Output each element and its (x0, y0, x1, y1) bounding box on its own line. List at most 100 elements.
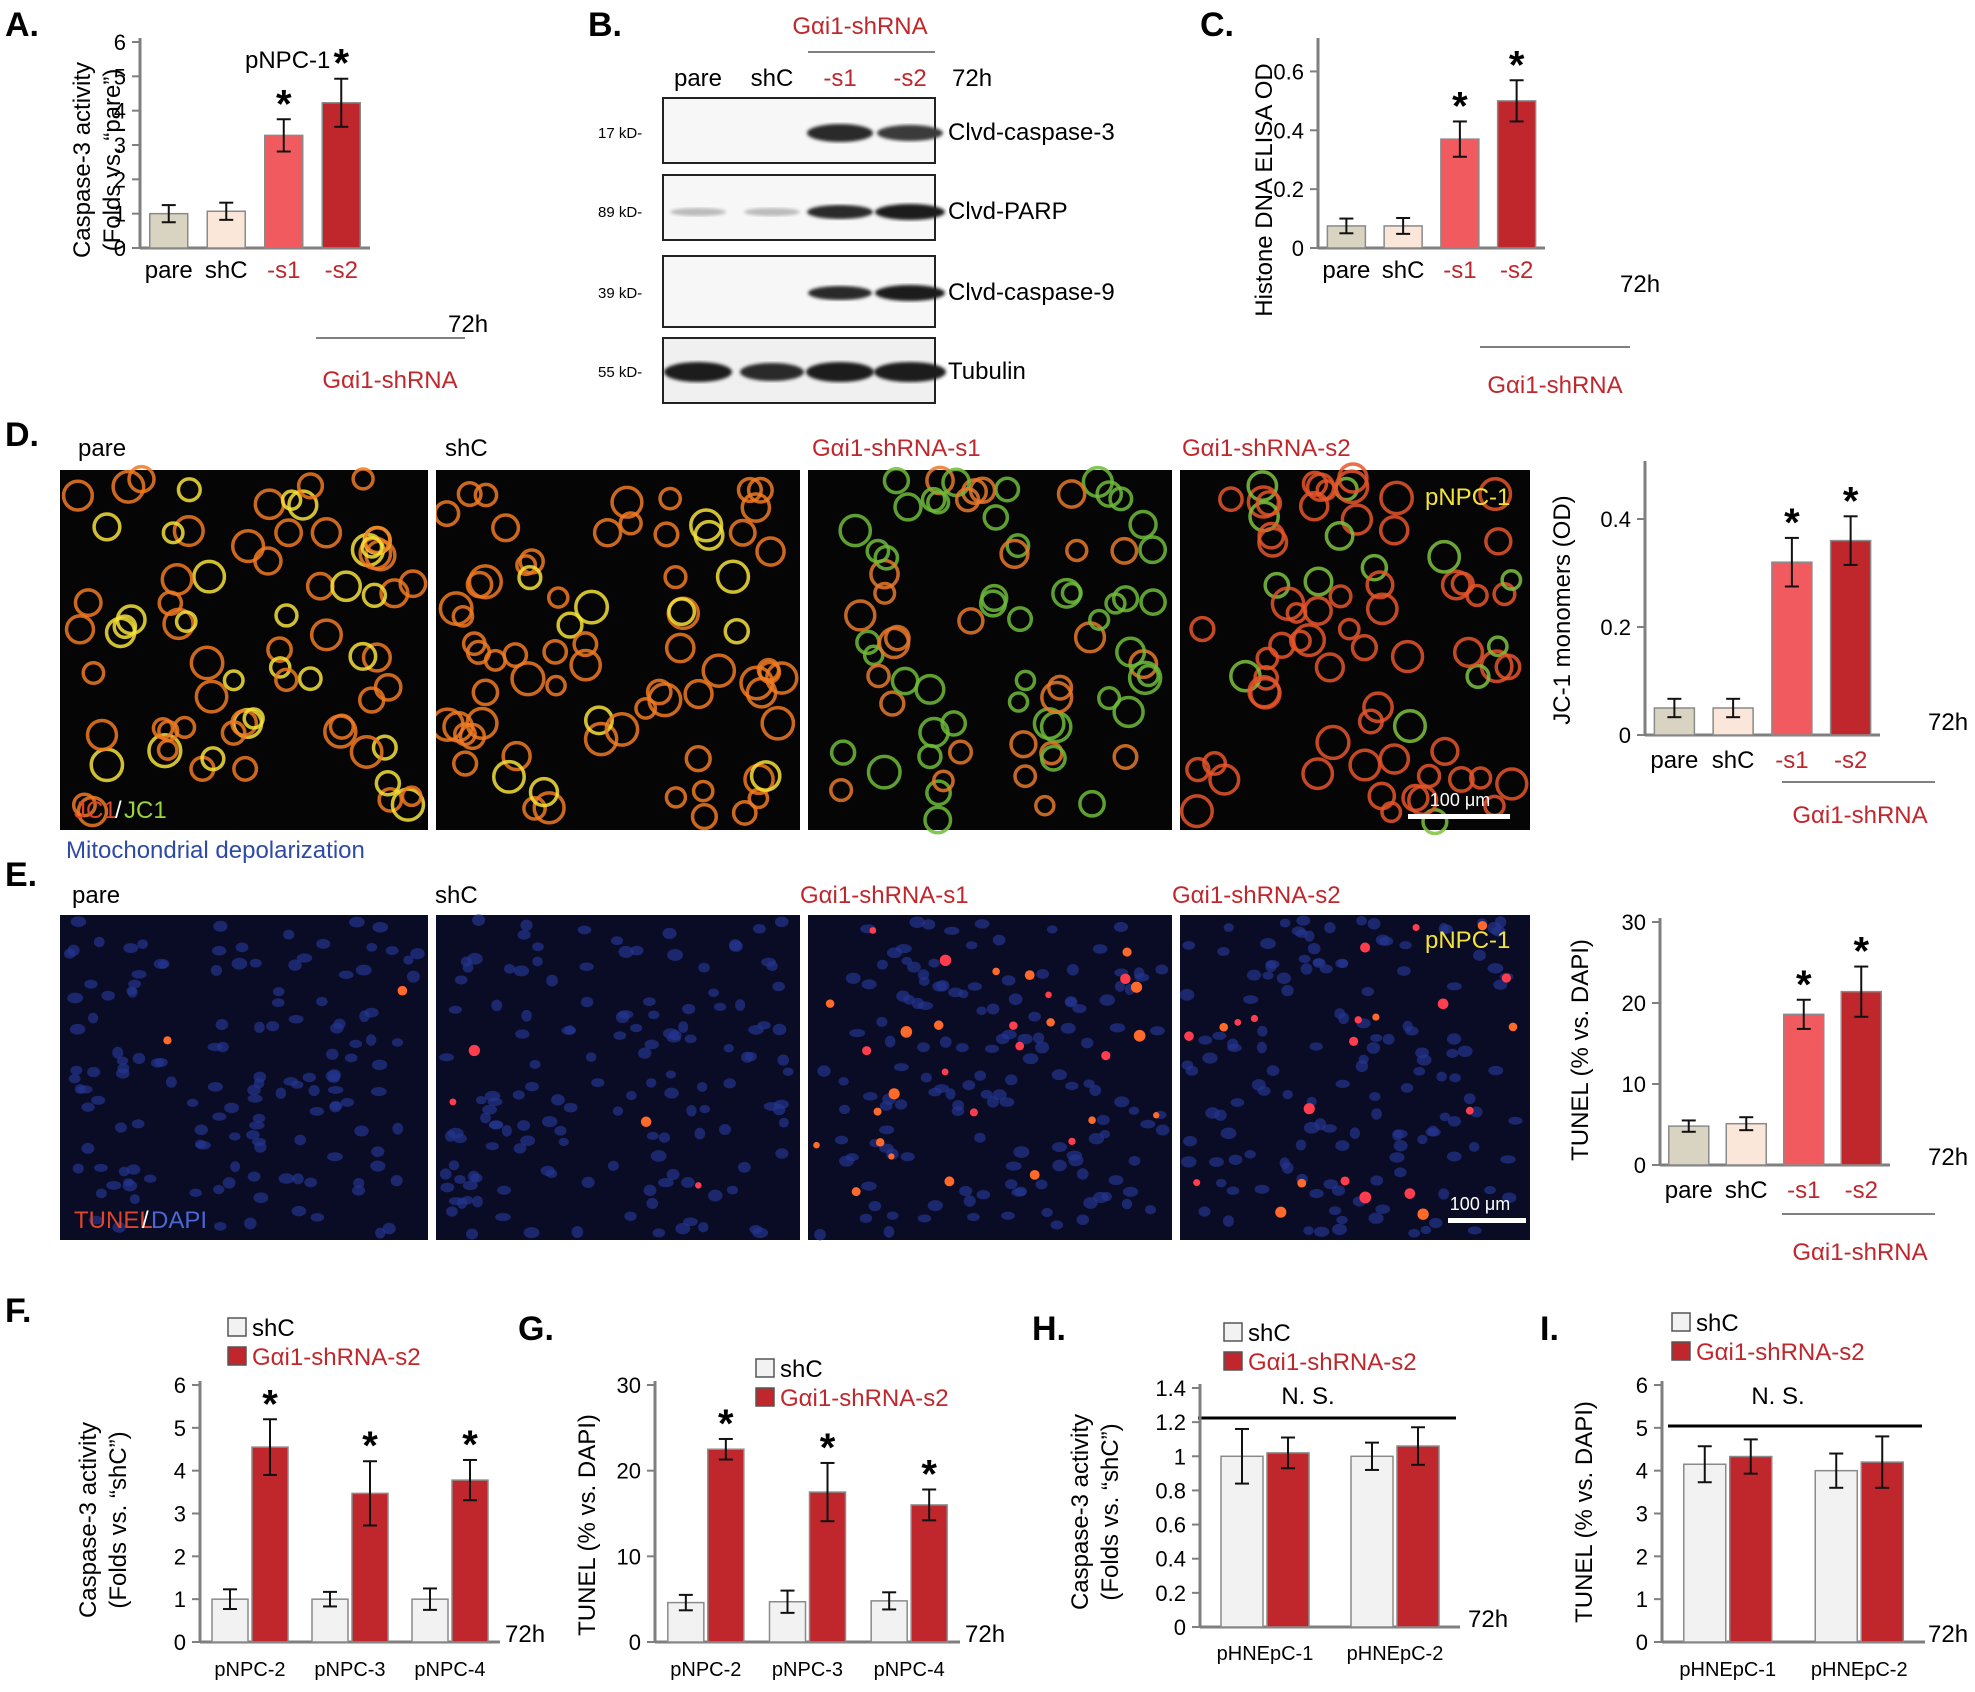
nucleus-dapi (253, 1071, 267, 1083)
nucleus-dapi (1468, 1142, 1480, 1152)
cell-ring (465, 706, 499, 740)
y-tick-label-h: 1.4 (1155, 1376, 1186, 1401)
cell-ring (1088, 608, 1111, 632)
cell-ring (683, 678, 714, 710)
nucleus-dapi (70, 916, 87, 927)
y-tick-label-e: 10 (1622, 1072, 1646, 1097)
nucleus-dapi (371, 1059, 388, 1071)
nucleus-dapi (1214, 1109, 1227, 1121)
cell-ring (746, 476, 774, 504)
nucleus-dapi (403, 955, 414, 965)
panel-b-group-label: Gαi1-shRNA (792, 13, 927, 40)
nucleus-dapi (909, 916, 925, 928)
nucleus-dapi (213, 920, 228, 932)
category-label-i: pHNEpC-1 (1679, 1659, 1776, 1681)
nucleus-dapi (630, 945, 644, 956)
panel-g-ylabel: TUNEL (% vs. DAPI) (574, 1414, 601, 1636)
cell-ring (85, 718, 119, 752)
nucleus-dapi (917, 1001, 934, 1010)
image-divider-6 (1172, 915, 1180, 1240)
cell-ring (957, 607, 985, 635)
nucleus-dapi (115, 1122, 127, 1133)
y-tick-label-a: 2 (114, 167, 126, 192)
cell-ring (1486, 635, 1509, 658)
nucleus-dapi (1392, 1129, 1403, 1141)
nucleus-dapi (382, 1222, 396, 1235)
panel-i-ylabel: TUNEL (% vs. DAPI) (1571, 1401, 1598, 1623)
nucleus-dapi (472, 914, 486, 926)
panel-h-ylabel-2: (Folds vs. “shC”) (1097, 1423, 1124, 1600)
nucleus-dapi (439, 1053, 454, 1062)
nucleus-tunel (1219, 1022, 1229, 1032)
nucleus-dapi (772, 981, 785, 992)
nucleus-dapi (1220, 1127, 1237, 1140)
nucleus-dapi (1335, 1079, 1350, 1089)
cell-ring (1291, 623, 1327, 658)
y-tick-label-i: 3 (1636, 1502, 1648, 1527)
nucleus-dapi (310, 1213, 325, 1222)
panel-h-legend-shc: shC (1248, 1320, 1291, 1347)
nucleus-dapi (1050, 1220, 1064, 1230)
nucleus-dapi (1425, 1127, 1441, 1137)
nucleus-dapi (515, 1029, 530, 1039)
nucleus-dapi (708, 988, 720, 998)
nucleus-tunel (1465, 1106, 1474, 1115)
nucleus-dapi (1144, 1204, 1156, 1215)
nucleus-dapi (678, 1021, 689, 1033)
significance-star: * (1509, 43, 1525, 87)
category-label-h: pHNEpC-1 (1217, 1643, 1314, 1665)
nucleus-tunel (888, 1088, 900, 1100)
cell-ring (473, 482, 499, 508)
nucleus-dapi (123, 943, 139, 954)
nucleus-dapi (304, 1177, 318, 1188)
cell-ring (829, 739, 857, 766)
panel-d-caption: Mitochondrial depolarization (66, 837, 365, 864)
nucleus-dapi (955, 1042, 969, 1053)
cell-ring (374, 770, 402, 797)
panel-d-image-label-shc: shC (445, 435, 488, 462)
panel-g-legend-s2: Gαi1-shRNA-s2 (780, 1385, 949, 1412)
cell-ring (1357, 708, 1384, 735)
nucleus-dapi (1375, 1204, 1391, 1214)
cell-ring (592, 517, 623, 548)
nucleus-dapi (465, 1228, 479, 1240)
cell-ring (1007, 691, 1030, 713)
cell-ring (862, 644, 885, 667)
cell-ring (471, 678, 500, 707)
nucleus-dapi (1089, 1084, 1102, 1097)
nucleus-dapi (1369, 1092, 1381, 1102)
panel-h-legend-swatch-shc (1223, 1322, 1243, 1342)
nucleus-dapi (1279, 1157, 1290, 1169)
nucleus-dapi (1109, 1023, 1126, 1033)
nucleus-dapi (886, 1211, 899, 1220)
bar-i-shc (1814, 1469, 1858, 1643)
cell-ring (330, 570, 363, 603)
nucleus-dapi (349, 916, 365, 928)
nucleus-dapi (513, 965, 530, 977)
chart-g: 0 10 20 30 * pNPC-2 * pNPC-3 * pNPC-4 (617, 1373, 960, 1681)
nucleus-dapi (252, 1113, 266, 1123)
cell-ring (1218, 486, 1244, 513)
cell-ring (274, 603, 299, 628)
nucleus-dapi (81, 1102, 95, 1112)
cell-ring (310, 516, 343, 549)
nucleus-dapi (355, 964, 372, 976)
nucleus-tunel (1297, 1178, 1307, 1188)
kd-label-parp: 89 kD- (598, 204, 642, 221)
cell-ring (690, 803, 719, 831)
nucleus-dapi (207, 1042, 223, 1052)
cell-ring (161, 521, 185, 545)
nucleus-dapi (271, 998, 285, 1008)
cell-ring (1185, 756, 1211, 783)
nucleus-dapi (1449, 1073, 1461, 1083)
cell-ring (882, 466, 911, 495)
nucleus-dapi (1328, 1206, 1342, 1216)
nucleus-dapi (624, 1211, 637, 1222)
cell-ring (1367, 781, 1397, 811)
nucleus-dapi (694, 1127, 706, 1140)
panel-a-ylabel-2: (Folds vs. “pare”) (99, 69, 126, 252)
cell-ring (546, 586, 570, 609)
nucleus-dapi (974, 1132, 986, 1143)
cell-ring (740, 492, 772, 523)
